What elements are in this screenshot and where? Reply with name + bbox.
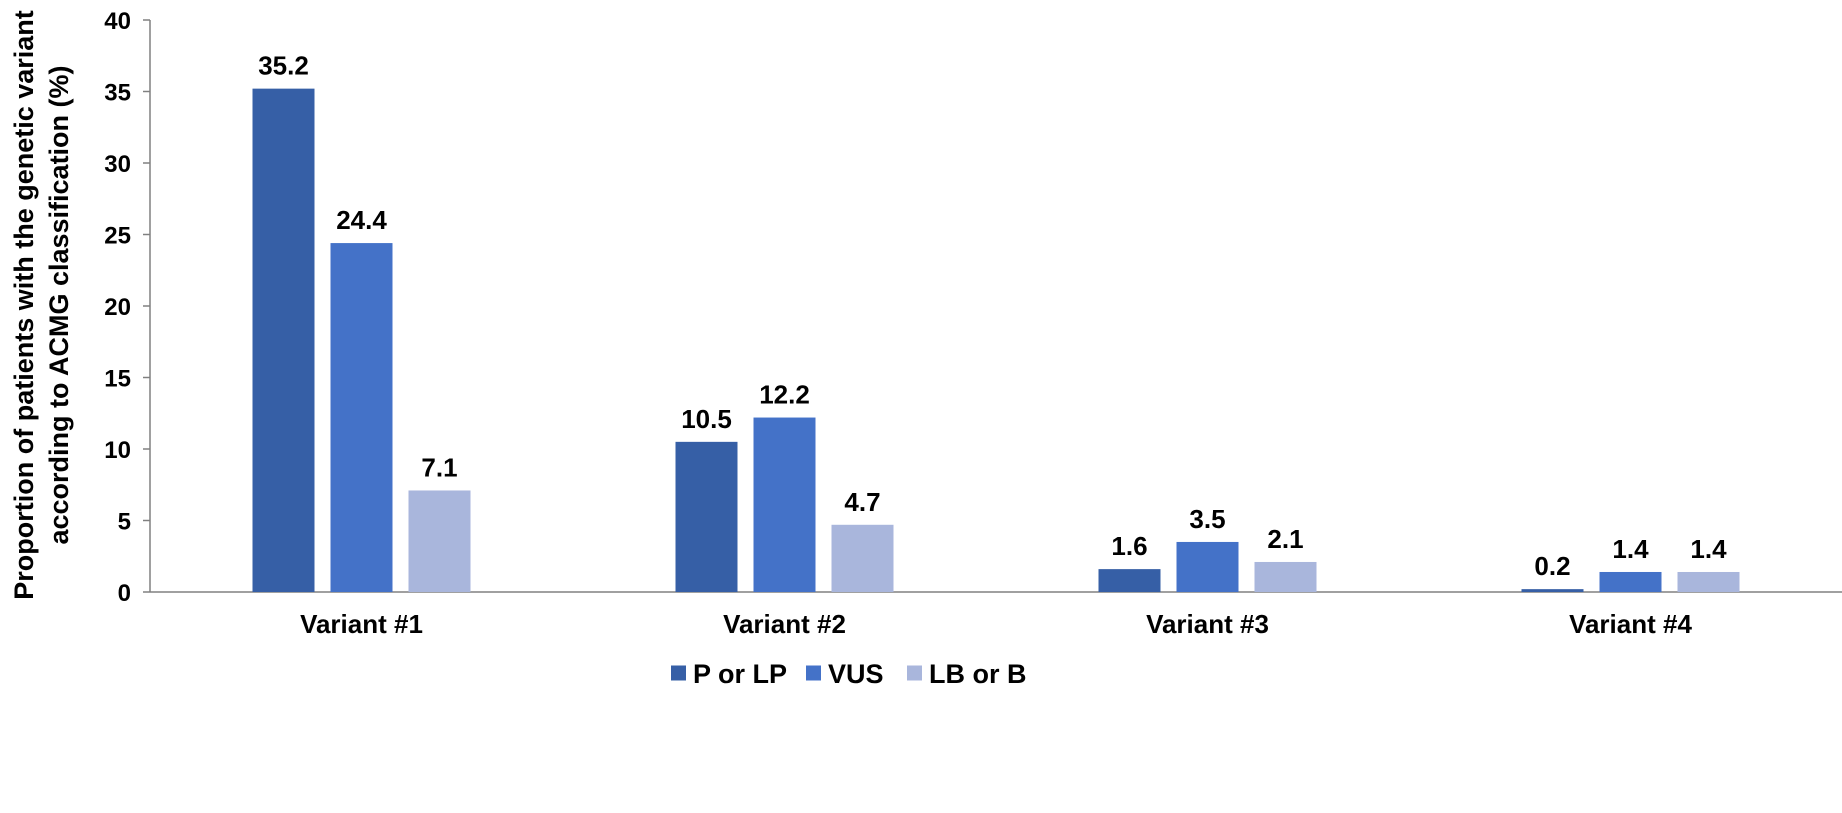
bar	[1521, 589, 1584, 592]
bar-data-label: 12.2	[759, 380, 810, 410]
bar	[1254, 561, 1317, 592]
x-axis: Variant #1 Variant #2 Variant #3 Variant #4	[150, 591, 1842, 639]
y-tick-label: 20	[104, 294, 131, 321]
bar	[1599, 571, 1662, 592]
x-category-label: Variant #3	[1146, 609, 1269, 639]
bar	[252, 88, 315, 592]
bars	[252, 88, 1740, 592]
y-tick-label: 15	[104, 366, 131, 393]
y-axis-title-line: according to ACMG classification (%)	[44, 65, 74, 544]
bar-data-label: 3.5	[1189, 504, 1225, 534]
bar	[1677, 571, 1740, 592]
legend-swatch	[671, 665, 686, 681]
y-axis-title-line: Proportion of patients with the genetic …	[9, 10, 39, 600]
legend-swatch	[806, 665, 821, 681]
bar	[1098, 569, 1161, 592]
legend: P or LP VUS LB or B	[671, 659, 1027, 689]
y-tick-label: 25	[104, 223, 131, 250]
y-tick-label: 0	[118, 580, 131, 607]
y-tick-label: 10	[104, 437, 131, 464]
x-category-label: Variant #4	[1569, 609, 1692, 639]
y-tick-label: 40	[104, 8, 131, 35]
y-tick-label: 5	[118, 509, 131, 536]
y-axis-title: Proportion of patients with the genetic …	[9, 10, 74, 600]
bar	[753, 417, 816, 592]
legend-label: VUS	[828, 659, 884, 689]
bar	[831, 524, 894, 592]
data-labels: 35.2 10.5 1.6 0.2 24.4 12.2 3.5 1.4 7.1 4.7 2.1 1.4	[258, 51, 1727, 582]
bar-data-label: 4.7	[844, 487, 880, 517]
bar-data-label: 10.5	[681, 404, 732, 434]
x-category-label: Variant #1	[300, 609, 423, 639]
bar-data-label: 1.4	[1690, 534, 1727, 564]
legend-label: LB or B	[929, 659, 1027, 689]
bar-data-label: 7.1	[421, 452, 457, 482]
bar-data-label: 24.4	[336, 205, 387, 235]
bar	[1176, 541, 1239, 592]
y-tick-label: 35	[104, 80, 131, 107]
bar	[675, 441, 738, 592]
bar	[408, 490, 471, 592]
bar-data-label: 0.2	[1534, 551, 1570, 581]
legend-label: P or LP	[693, 659, 787, 689]
bar-data-label: 1.4	[1612, 534, 1649, 564]
bar-data-label: 1.6	[1111, 531, 1147, 561]
y-axis: 0 5 10 15 20 25 30 35 40	[104, 8, 151, 607]
legend-swatch	[907, 665, 922, 681]
x-category-label: Variant #2	[723, 609, 846, 639]
bar-data-label: 35.2	[258, 51, 309, 81]
y-tick-label: 30	[104, 151, 131, 178]
bar	[330, 243, 393, 592]
bar-data-label: 2.1	[1267, 524, 1303, 554]
